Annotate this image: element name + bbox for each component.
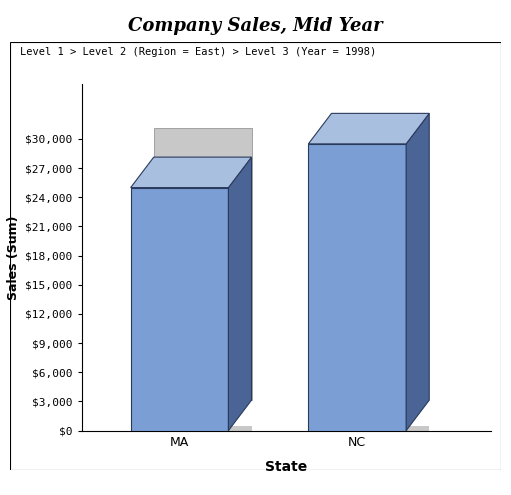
Polygon shape (406, 113, 429, 431)
Polygon shape (315, 426, 429, 431)
Polygon shape (137, 426, 251, 431)
Y-axis label: Sales (Sum): Sales (Sum) (7, 215, 20, 299)
Polygon shape (131, 188, 228, 431)
Polygon shape (308, 113, 429, 144)
X-axis label: State: State (265, 460, 307, 474)
Text: Company Sales, Mid Year: Company Sales, Mid Year (128, 17, 383, 35)
Text: Level 1 > Level 2 (Region = East) > Level 3 (Year = 1998): Level 1 > Level 2 (Region = East) > Leve… (20, 47, 377, 57)
FancyBboxPatch shape (10, 42, 501, 470)
Polygon shape (154, 128, 251, 400)
Polygon shape (228, 157, 251, 431)
Polygon shape (131, 157, 251, 188)
Polygon shape (308, 144, 406, 431)
